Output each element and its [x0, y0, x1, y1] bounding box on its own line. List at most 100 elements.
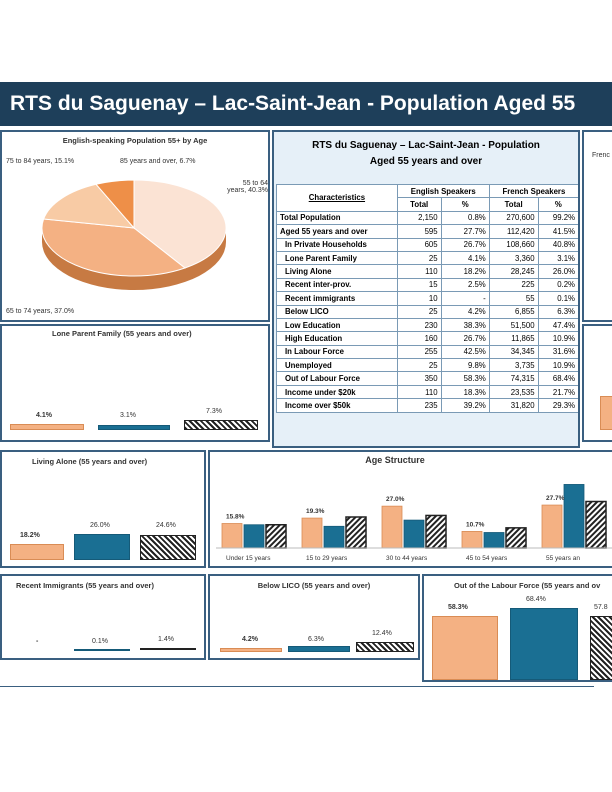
- row-characteristic: Total Population: [276, 210, 398, 226]
- row-value: 25: [396, 358, 442, 373]
- row-value: 0.2%: [537, 277, 578, 293]
- row-value: 595: [396, 224, 442, 239]
- table-row: Total Population 2,150 0.8% 270,600 99.2%: [276, 210, 578, 226]
- row-value: 15: [396, 277, 442, 293]
- right-cut-panel-top: Frenc: [582, 130, 612, 322]
- row-value: 0.1%: [537, 291, 578, 306]
- age-structure-title: Age Structure: [365, 455, 425, 465]
- age-bar: [243, 524, 265, 549]
- pie-panel: English-speaking Population 55+ by Age 7…: [0, 130, 270, 322]
- age-bar: [381, 505, 403, 549]
- age-bar: [301, 517, 323, 549]
- row-value: 0.8%: [440, 210, 490, 226]
- age-structure-panel: Age Structure 15.8% Under 15 years 19.3% 15…: [208, 450, 612, 568]
- row-value: 3,735: [488, 358, 539, 373]
- col-eng-pct: %: [440, 197, 490, 212]
- table-title-2: Aged 55 years and over: [369, 156, 483, 167]
- row-value: 235: [396, 398, 442, 413]
- table-row: Income over $50k 235 39.2% 31,820 29.3%: [276, 398, 578, 413]
- age-eng-label: 15.8%: [226, 514, 245, 521]
- lone-parent-fr-bar: [98, 425, 170, 430]
- below-lico-panel: Below LICO (55 years and over) 4.2% 6.3%…: [208, 574, 420, 660]
- row-characteristic: Low Education: [276, 317, 398, 333]
- pie-label-75-84: 75 to 84 years, 15.1%: [6, 158, 75, 165]
- lone-parent-other-bar: [184, 420, 258, 430]
- bottom-rule: [0, 686, 594, 687]
- living-alone-eng-bar: [10, 544, 64, 560]
- age-bar: [461, 531, 483, 549]
- row-value: 26.0%: [537, 264, 578, 279]
- age-category-label: 55 years an: [546, 555, 580, 562]
- row-value: -: [440, 291, 490, 306]
- age-bar: [585, 500, 607, 549]
- row-value: 10.9%: [537, 331, 578, 346]
- living-alone-title: Living Alone (55 years and over): [32, 457, 148, 466]
- out-labour-other-bar: [590, 616, 612, 680]
- stats-table-panel: RTS du Saguenay – Lac-Saint-Jean - Popul…: [272, 130, 580, 448]
- age-bar: [483, 532, 505, 549]
- stats-table: Characteristics English Speakers French …: [276, 183, 578, 413]
- age-structure-chart: 15.8% Under 15 years 19.3% 15 to 29 years 27…: [216, 484, 612, 562]
- living-alone-fr-bar: [74, 534, 130, 560]
- row-value: 25: [396, 304, 442, 319]
- age-eng-label: 27.0%: [386, 496, 405, 503]
- row-value: 110: [396, 384, 442, 400]
- pie-slice: [41, 218, 186, 277]
- living-alone-other-bar: [140, 535, 196, 560]
- living-alone-other-label: 24.6%: [156, 522, 176, 529]
- page-title: RTS du Saguenay – Lac-Saint-Jean - Popul…: [0, 82, 612, 126]
- row-value: 108,660: [488, 237, 539, 252]
- row-value: 11,865: [488, 331, 539, 346]
- age-bar: [265, 524, 287, 549]
- below-lico-fr-bar: [288, 646, 350, 652]
- table-row: Out of Labour Force 350 58.3% 74,315 68.4%: [276, 371, 578, 386]
- row-characteristic: In Labour Force: [276, 344, 398, 360]
- row-characteristic: Below LICO: [276, 304, 398, 319]
- out-labour-eng-bar: [432, 616, 498, 680]
- row-value: 21.7%: [537, 384, 578, 400]
- table-row: Living Alone 110 18.2% 28,245 26.0%: [276, 264, 578, 279]
- row-value: 40.8%: [537, 237, 578, 252]
- age-eng-label: 10.7%: [466, 521, 485, 528]
- row-value: 26.7%: [440, 237, 490, 252]
- row-value: 2,150: [396, 210, 442, 226]
- row-characteristic: Income over $50k: [276, 398, 398, 413]
- table-row: Unemployed 25 9.8% 3,735 10.9%: [276, 358, 578, 373]
- row-value: 112,420: [488, 224, 539, 239]
- row-value: 605: [396, 237, 442, 252]
- row-value: 41.5%: [537, 224, 578, 239]
- col-eng-total: Total: [396, 197, 442, 212]
- row-value: 55: [488, 291, 539, 306]
- row-characteristic: Income under $20k: [276, 384, 398, 400]
- table-title-1: RTS du Saguenay – Lac-Saint-Jean - Popul…: [312, 140, 540, 151]
- recent-imm-eng-label: -: [36, 638, 39, 645]
- table-row: In Private Households 605 26.7% 108,660 40.8…: [276, 237, 578, 252]
- recent-imm-fr-label: 0.1%: [92, 638, 108, 645]
- row-value: 34,345: [488, 344, 539, 360]
- below-lico-eng-bar: [220, 648, 282, 652]
- pie-chart: [41, 179, 227, 290]
- row-value: 270,600: [488, 210, 539, 226]
- row-value: 10: [396, 291, 442, 306]
- lone-parent-title: Lone Parent Family (55 years and over): [52, 329, 192, 338]
- row-value: 255: [396, 344, 442, 360]
- col-english: English Speakers: [396, 183, 490, 199]
- table-row: Low Education 230 38.3% 51,500 47.4%: [276, 317, 578, 333]
- table-row: Below LICO 25 4.2% 6,855 6.3%: [276, 304, 578, 319]
- living-alone-panel: Living Alone (55 years and over) 18.2% 2…: [0, 450, 206, 568]
- row-value: 225: [488, 277, 539, 293]
- row-characteristic: Out of Labour Force: [276, 371, 398, 386]
- row-value: 29.3%: [537, 398, 578, 413]
- row-value: 3.1%: [537, 250, 578, 266]
- out-labour-fr-label: 68.4%: [526, 596, 546, 603]
- pie-slice: [95, 179, 135, 230]
- pie-slice: [42, 183, 136, 229]
- row-characteristic: Recent inter-prov.: [276, 277, 398, 293]
- row-value: 9.8%: [440, 358, 490, 373]
- row-value: 18.2%: [440, 264, 490, 279]
- out-labour-eng-label: 58.3%: [448, 604, 468, 611]
- age-category-label: Under 15 years: [226, 555, 271, 562]
- age-category-label: 30 to 44 years: [386, 555, 428, 562]
- right-cut-label: Frenc: [592, 152, 610, 159]
- row-characteristic: High Education: [276, 331, 398, 346]
